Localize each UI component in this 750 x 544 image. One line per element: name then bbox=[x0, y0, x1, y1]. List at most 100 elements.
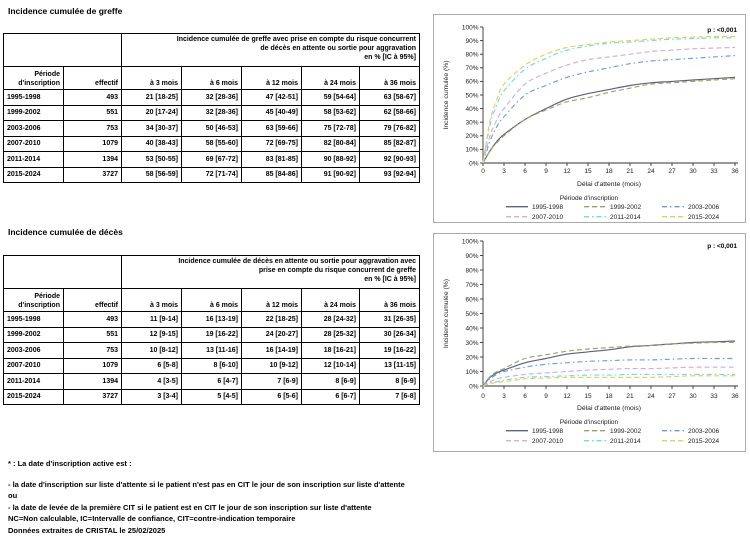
legend-title: Période d'inscription bbox=[560, 419, 619, 426]
period-cell: 2011-2014 bbox=[3, 151, 64, 168]
value-cell: 4 [3-5] bbox=[121, 373, 182, 390]
value-cell: 32 [28-36] bbox=[181, 104, 242, 121]
x-tick-label: 21 bbox=[626, 393, 634, 400]
legend-label: 1999-2002 bbox=[610, 428, 641, 435]
table-row: 1995-1998 493 11 [9-14] 16 [13-19] 22 [18-25… bbox=[3, 311, 420, 328]
greffe-table: Incidence cumulée de greffe avec prise e… bbox=[3, 33, 420, 183]
period-cell: 2003-2006 bbox=[3, 342, 64, 359]
y-tick-label: 100% bbox=[462, 24, 479, 31]
period-cell: 1995-1998 bbox=[3, 89, 64, 106]
value-cell: 58 [53-62] bbox=[301, 104, 360, 121]
legend-label: 2011-2014 bbox=[610, 214, 641, 220]
value-cell: 40 [38-43] bbox=[121, 135, 182, 152]
table-row: 1995-1998 493 21 [18-25] 32 [28-36] 47 [42-5… bbox=[3, 89, 420, 106]
value-cell: 493 bbox=[63, 89, 122, 106]
value-cell: 3727 bbox=[63, 166, 122, 183]
column-header: Période d'inscription bbox=[3, 288, 64, 312]
y-tick-label: 60% bbox=[465, 296, 478, 303]
x-tick-label: 6 bbox=[523, 393, 527, 400]
y-axis-title: Incidence cumulée (%) bbox=[443, 60, 450, 129]
footnote-line: NC=Non calculable, IC=Intervalle de conf… bbox=[8, 514, 296, 523]
value-cell: 551 bbox=[63, 326, 122, 343]
legend-label: 2003-2006 bbox=[688, 428, 719, 435]
value-cell: 34 [30-37] bbox=[121, 120, 182, 137]
deces-section-title: Incidence cumulée de décès bbox=[8, 227, 123, 237]
p-value-label: p : <0,001 bbox=[707, 243, 737, 250]
value-cell: 3 [3-4] bbox=[121, 388, 182, 405]
value-cell: 13 [11-15] bbox=[359, 357, 420, 374]
x-tick-label: 12 bbox=[563, 393, 571, 400]
x-tick-label: 9 bbox=[544, 168, 548, 175]
curves bbox=[482, 35, 736, 164]
value-cell: 63 [58-67] bbox=[359, 89, 420, 106]
value-cell: 79 [76-82] bbox=[359, 120, 420, 137]
x-tick-label: 0 bbox=[481, 393, 485, 400]
table-row: 2015-2024 3727 58 [56-59] 72 [71-74] 85 [84-… bbox=[3, 166, 420, 183]
x-tick-label: 27 bbox=[668, 393, 676, 400]
curve-2003-2006 bbox=[482, 55, 736, 164]
greffe-section-title: Incidence cumulée de greffe bbox=[8, 6, 123, 16]
value-cell: 83 [81-85] bbox=[241, 151, 302, 168]
deces-table: Incidence cumulée de décès en attente ou… bbox=[3, 255, 420, 405]
legend-item-2007-2010: 2007-2010 bbox=[506, 438, 563, 445]
x-tick-label: 21 bbox=[626, 168, 634, 175]
value-cell: 50 [46-53] bbox=[181, 120, 242, 137]
value-cell: 72 [69-75] bbox=[241, 135, 302, 152]
value-cell: 31 [26-35] bbox=[359, 311, 420, 328]
value-cell: 69 [67-72] bbox=[181, 151, 242, 168]
legend-label: 1995-1998 bbox=[532, 428, 563, 435]
x-axis-title: Délai d'attente (mois) bbox=[577, 405, 641, 412]
y-tick-label: 10% bbox=[465, 369, 478, 376]
x-tick-label: 36 bbox=[731, 168, 739, 175]
column-header: à 6 mois bbox=[181, 66, 242, 90]
table-row: 1999-2002 551 20 [17-24] 32 [28-36] 45 [40-4… bbox=[3, 104, 420, 121]
value-cell: 753 bbox=[63, 120, 122, 137]
legend-label: 2007-2010 bbox=[532, 438, 563, 445]
table-group-header: Incidence cumulée de décès en attente ou… bbox=[121, 255, 420, 289]
x-tick-label: 9 bbox=[544, 393, 548, 400]
value-cell: 19 [16-22] bbox=[181, 326, 242, 343]
x-tick-label: 36 bbox=[731, 393, 739, 400]
legend-label: 1999-2002 bbox=[610, 204, 641, 211]
legend-item-2003-2006: 2003-2006 bbox=[662, 428, 719, 435]
table-row: 2011-2014 1394 4 [3-5] 6 [4-7] 7 [6-9] 8 [6-9… bbox=[3, 373, 420, 390]
value-cell: 12 [9-15] bbox=[121, 326, 182, 343]
x-tick-label: 18 bbox=[605, 393, 613, 400]
value-cell: 92 [90-93] bbox=[359, 151, 420, 168]
greffe-chart-panel: 0% 10% 20% 30% 40% 50% 60% 70% 80% 90% 100% 0 3 6 9 12 1… bbox=[433, 14, 746, 223]
table-row: 2003-2006 753 34 [30-37] 50 [46-53] 63 [59-6… bbox=[3, 120, 420, 137]
table-row: 1999-2002 551 12 [9-15] 19 [16-22] 24 [20-27… bbox=[3, 326, 420, 343]
legend-label: 2015-2024 bbox=[688, 438, 719, 445]
x-tick-label: 3 bbox=[502, 168, 506, 175]
value-cell: 72 [71-74] bbox=[181, 166, 242, 183]
value-cell: 7 [6-9] bbox=[241, 373, 302, 390]
x-tick-label: 24 bbox=[647, 168, 655, 175]
value-cell: 6 [5-8] bbox=[121, 357, 182, 374]
value-cell: 13 [11-16] bbox=[181, 342, 242, 359]
legend-item-2015-2024: 2015-2024 bbox=[662, 438, 719, 445]
table-corner-cell bbox=[3, 255, 122, 289]
value-cell: 6 [6-7] bbox=[301, 388, 360, 405]
x-tick-label: 15 bbox=[584, 168, 592, 175]
footnote-line: * : La date d'inscription active est : bbox=[8, 459, 132, 468]
value-cell: 753 bbox=[63, 342, 122, 359]
x-tick-label: 30 bbox=[689, 168, 697, 175]
value-cell: 19 [16-22] bbox=[359, 342, 420, 359]
value-cell: 30 [26-34] bbox=[359, 326, 420, 343]
footnote-line: Données extraites de CRISTAL le 25/02/20… bbox=[8, 525, 166, 535]
value-cell: 1079 bbox=[63, 357, 122, 374]
legend-item-2003-2006: 2003-2006 bbox=[662, 204, 719, 211]
y-tick-label: 80% bbox=[465, 267, 478, 274]
group-header-line: en % [IC à 95%] bbox=[364, 54, 416, 62]
value-cell: 93 [92-94] bbox=[359, 166, 420, 183]
curve-2003-2006 bbox=[482, 357, 735, 387]
value-cell: 1394 bbox=[63, 373, 122, 390]
period-cell: 2003-2006 bbox=[3, 120, 64, 137]
y-tick-label: 90% bbox=[465, 253, 478, 260]
legend-item-2015-2024: 2015-2024 bbox=[662, 214, 719, 220]
x-tick-label: 30 bbox=[689, 393, 697, 400]
period-cell: 2011-2014 bbox=[3, 373, 64, 390]
y-tick-label: 70% bbox=[465, 65, 478, 72]
footnote-line: - la date d'inscription sur liste d'atte… bbox=[8, 479, 405, 489]
column-header: effectif bbox=[63, 288, 122, 312]
